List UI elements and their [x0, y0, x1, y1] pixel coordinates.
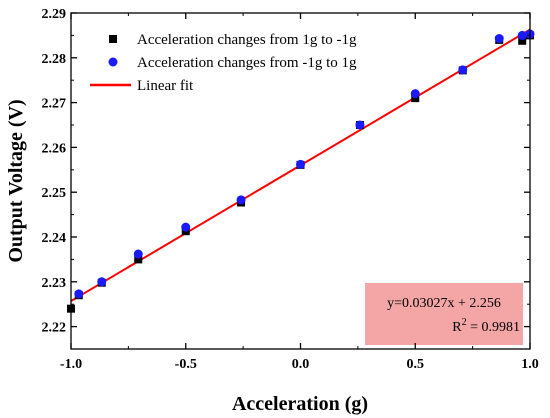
x-tick-label: -1.0 [60, 357, 82, 372]
fit-r-squared-prefix: R [452, 320, 462, 335]
x-tick-label: 0.5 [407, 357, 425, 372]
legend-label-series-2: Acceleration changes from -1g to 1g [137, 55, 357, 71]
fit-r-squared-value: = 0.9981 [467, 320, 520, 335]
points-layer [67, 29, 535, 313]
y-tick-label: 2.27 [42, 97, 67, 112]
y-tick-label: 2.26 [42, 141, 67, 156]
y-axis-title: Output Voltage (V) [5, 99, 27, 262]
x-axis-ticks: -1.0 -0.5 0.0 0.5 1.0 [60, 13, 539, 372]
fit-equation: y=0.03027x + 2.256 [387, 296, 501, 311]
y-tick-label: 2.25 [42, 186, 67, 201]
x-tick-label: -0.5 [175, 357, 197, 372]
x-tick-label: 1.0 [521, 357, 539, 372]
legend-label-series-3: Linear fit [137, 78, 194, 94]
x-tick-label: 0.0 [292, 357, 310, 372]
y-tick-label: 2.28 [42, 52, 67, 67]
fit-annotation: y=0.03027x + 2.256 R2 = 0.9981 [365, 283, 523, 345]
circle-data-point [236, 195, 246, 205]
y-axis-ticks: 2.22 2.23 2.24 2.25 2.26 2.27 2.28 2.29 [42, 7, 530, 350]
circle-data-point [74, 289, 84, 299]
legend-label-series-1: Acceleration changes from 1g to -1g [137, 32, 357, 48]
circle-data-point [355, 120, 365, 130]
circle-data-point [296, 159, 305, 169]
circle-data-point [458, 65, 468, 75]
x-axis-title: Acceleration (g) [232, 393, 368, 415]
circle-data-point [517, 30, 527, 40]
fit-r-squared: R2 = 0.9981 [452, 317, 520, 335]
circle-data-point [97, 277, 107, 287]
circle-data-point [494, 34, 504, 44]
legend-circle-marker [108, 57, 118, 67]
circle-data-point [410, 89, 420, 99]
y-tick-label: 2.22 [42, 321, 67, 336]
square-data-point [518, 36, 527, 45]
circle-data-point [181, 222, 191, 232]
circle-data-point [133, 249, 143, 259]
square-data-point [134, 255, 143, 264]
legend-square-marker [109, 35, 117, 43]
y-tick-label: 2.29 [42, 7, 67, 22]
fit-r-squared-exponent: 2 [462, 317, 467, 328]
fit-annotation-background [365, 283, 523, 345]
y-tick-label: 2.23 [42, 276, 67, 291]
legend: Acceleration changes from 1g to -1g Acce… [90, 32, 357, 94]
y-tick-label: 2.24 [42, 231, 67, 246]
